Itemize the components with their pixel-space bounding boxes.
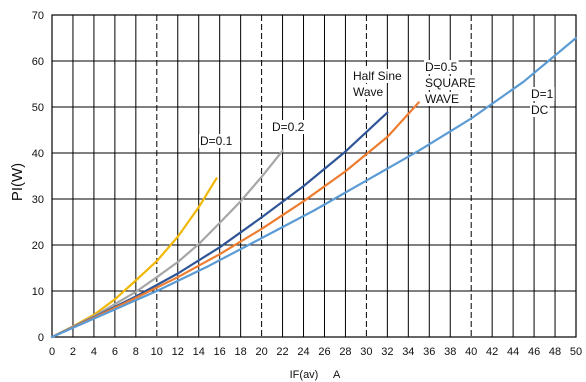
annotation-bg: [199, 134, 234, 148]
x-tick-label: 16: [214, 346, 226, 358]
x-tick-label: 4: [91, 346, 97, 358]
x-tick-label: 34: [402, 346, 414, 358]
x-tick-label: 20: [255, 346, 267, 358]
grid: [51, 14, 577, 338]
series-lines: [50, 36, 578, 339]
y-tick-label: 50: [32, 102, 44, 114]
x-tick-label: 36: [423, 346, 435, 358]
annotation-d05-1: D=0.5: [425, 60, 458, 74]
x-tick-label: 0: [49, 346, 55, 358]
x-tick-label: 46: [528, 346, 540, 358]
annotation-d05-3: WAVE: [425, 92, 459, 106]
annotation-half-sine-1: Half Sine: [353, 69, 402, 83]
annotation-bg: [424, 92, 461, 106]
x-tick-label: 28: [339, 346, 351, 358]
y-axis-label: PI(W): [9, 163, 26, 201]
annotation-bg: [352, 85, 385, 99]
annotation-bg: [271, 120, 306, 134]
annotation-d02: D=0.2: [272, 120, 305, 134]
x-tick-label: 22: [276, 346, 288, 358]
y-tick-label: 70: [32, 10, 44, 22]
x-tick-label: 12: [172, 346, 184, 358]
x-tick-label: 24: [297, 346, 309, 358]
x-tick-label: 8: [133, 346, 139, 358]
x-tick-label: 2: [70, 346, 76, 358]
x-tick-labels: 0 2 4 6 8 10 12 14 16 18 20 22 24 26 28 30 32 34 36 38 40 42 4…: [49, 346, 582, 358]
y-tick-label: 10: [32, 286, 44, 298]
x-tick-label: 6: [112, 346, 118, 358]
y-tick-label: 60: [32, 56, 44, 68]
annotation-half-sine-2: Wave: [353, 85, 384, 99]
annotation-bg: [424, 60, 459, 74]
x-tick-label: 48: [549, 346, 561, 358]
y-tick-label: 20: [32, 240, 44, 252]
annotation-backgrounds: [199, 60, 555, 148]
x-tick-label: 10: [151, 346, 163, 358]
y-tick-label: 30: [32, 194, 44, 206]
x-tick-label: 40: [465, 346, 477, 358]
series-line: [50, 149, 284, 339]
y-tick-label: 0: [38, 332, 44, 344]
series-line: [50, 101, 420, 339]
x-tick-label: 38: [444, 346, 456, 358]
annotation-d1-1: D=1: [531, 87, 554, 101]
x-tick-label: 14: [193, 346, 205, 358]
x-tick-label: 42: [486, 346, 498, 358]
annotations: D=0.1 D=0.2 Half Sine Wave D=0.5 SQUARE …: [200, 60, 554, 148]
x-tick-label: 50: [570, 346, 582, 358]
y-tick-labels: 0 10 20 30 40 50 60 70: [32, 10, 44, 344]
annotation-bg: [530, 87, 555, 101]
annotation-d05-2: SQUARE: [425, 76, 476, 90]
series-line: [50, 36, 578, 339]
x-tick-label: 44: [507, 346, 519, 358]
x-tick-label: 32: [381, 346, 393, 358]
x-axis-label: IF(av) A: [290, 369, 341, 381]
x-tick-label: 18: [235, 346, 247, 358]
annotation-bg: [352, 69, 404, 83]
annotation-d01: D=0.1: [200, 134, 233, 148]
annotation-bg: [424, 76, 477, 90]
y-tick-label: 40: [32, 148, 44, 160]
x-tick-label: 26: [318, 346, 330, 358]
annotation-bg: [530, 103, 550, 117]
annotation-d1-2: DC: [531, 103, 549, 117]
x-tick-label: 30: [360, 346, 372, 358]
plot-frame: [51, 14, 577, 338]
